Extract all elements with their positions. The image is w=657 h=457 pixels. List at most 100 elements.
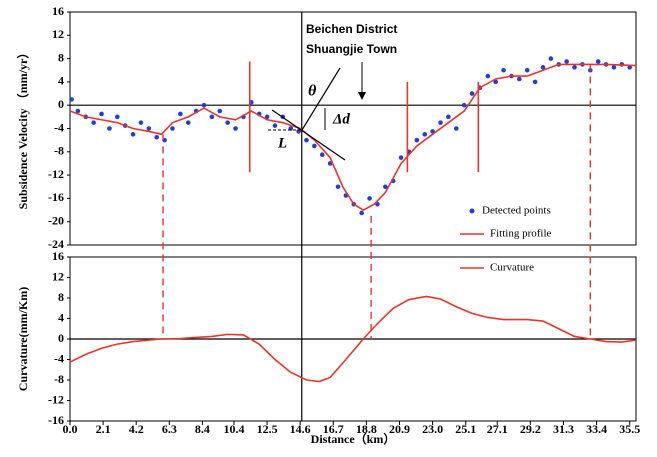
y-tick-label: 4 bbox=[58, 310, 64, 324]
detected-point bbox=[383, 184, 388, 190]
detected-point bbox=[367, 196, 372, 201]
detected-point bbox=[327, 161, 333, 166]
detected-point bbox=[312, 143, 317, 149]
x-tick-label: 6.3 bbox=[162, 422, 177, 436]
x-tick-label: 0.0 bbox=[63, 422, 78, 436]
y-tick-label: -16 bbox=[48, 413, 64, 427]
detected-point bbox=[146, 126, 152, 131]
detected-point bbox=[272, 123, 278, 128]
detected-point bbox=[493, 79, 498, 85]
detected-point bbox=[114, 114, 120, 120]
angle-arm bbox=[301, 67, 341, 131]
detected-point bbox=[359, 210, 364, 216]
slope-line bbox=[271, 109, 346, 161]
annotation: L bbox=[277, 135, 287, 151]
detected-point bbox=[335, 184, 341, 190]
x-tick-label: 8.4 bbox=[195, 422, 210, 436]
x-tick-label: 27.1 bbox=[487, 422, 508, 436]
detected-point bbox=[225, 120, 230, 125]
legend-marker bbox=[469, 208, 475, 214]
detected-point bbox=[209, 114, 215, 120]
detected-point bbox=[130, 132, 136, 137]
detected-point bbox=[178, 111, 183, 117]
x-tick-label: 18.8 bbox=[356, 422, 377, 436]
detected-point bbox=[485, 73, 491, 79]
detected-point bbox=[304, 137, 309, 143]
y-tick-label: -8 bbox=[54, 372, 64, 386]
detected-point bbox=[517, 76, 522, 82]
y-tick-label: 16 bbox=[52, 4, 64, 18]
x-tick-label: 23.0 bbox=[422, 422, 443, 436]
detected-point bbox=[398, 155, 404, 160]
detected-point bbox=[319, 152, 325, 158]
y-tick-label: 0 bbox=[58, 97, 64, 111]
x-tick-label: 35.5 bbox=[619, 422, 640, 436]
detected-point bbox=[185, 120, 191, 125]
y-tick-label: 8 bbox=[58, 50, 64, 64]
detected-point bbox=[69, 97, 74, 102]
detected-point bbox=[99, 111, 104, 117]
y-tick-label: -20 bbox=[48, 213, 64, 227]
y-axis-label: Subsidence Velocity （mm/yr） bbox=[15, 47, 30, 210]
detected-point bbox=[532, 79, 538, 85]
detected-point bbox=[91, 120, 96, 125]
x-tick-label: 29.2 bbox=[520, 422, 541, 436]
detected-point bbox=[138, 120, 144, 125]
legend-label: Detected points bbox=[482, 205, 551, 217]
y-tick-label: -12 bbox=[48, 167, 64, 181]
detected-point bbox=[154, 134, 160, 140]
curvature-line bbox=[69, 295, 637, 383]
detected-point bbox=[422, 132, 428, 137]
detected-point bbox=[540, 65, 546, 70]
detected-point bbox=[564, 59, 569, 64]
detected-point bbox=[572, 65, 577, 70]
annotation: Shuangjie Town bbox=[306, 42, 397, 56]
y-tick-label: -8 bbox=[54, 144, 64, 158]
y-tick-label: 4 bbox=[58, 74, 64, 88]
detected-point bbox=[233, 126, 238, 131]
y-tick-label: 0 bbox=[58, 331, 64, 345]
detected-point bbox=[170, 126, 175, 131]
x-tick-label: 31.3 bbox=[553, 422, 574, 436]
annotation: Δd bbox=[332, 111, 350, 127]
legend-label: Fitting profile bbox=[490, 228, 552, 240]
y-axis-label: Curvature(mm/Km) bbox=[16, 287, 30, 391]
detected-point bbox=[524, 67, 530, 73]
detected-point bbox=[264, 114, 270, 120]
detected-point bbox=[201, 102, 207, 108]
y-tick-label: -16 bbox=[48, 190, 64, 204]
y-tick-label: 8 bbox=[58, 290, 64, 304]
detected-point bbox=[501, 67, 506, 73]
y-tick-label: 12 bbox=[52, 27, 64, 41]
x-tick-label: 2.1 bbox=[96, 422, 111, 436]
detected-point bbox=[611, 65, 617, 70]
x-tick-label: 12.5 bbox=[257, 422, 278, 436]
detected-point bbox=[469, 91, 475, 96]
x-tick-label: 33.4 bbox=[586, 422, 607, 436]
detected-point bbox=[75, 108, 81, 114]
x-tick-label: 25.1 bbox=[455, 422, 476, 436]
legend-label: Curvature bbox=[490, 262, 534, 274]
detected-point bbox=[107, 126, 112, 131]
detected-point bbox=[595, 59, 601, 64]
x-tick-label: 14.6 bbox=[290, 422, 311, 436]
y-tick-label: 16 bbox=[52, 249, 64, 263]
detected-point bbox=[217, 108, 223, 114]
annotation: Beichen District bbox=[306, 22, 397, 36]
y-tick-label: -24 bbox=[48, 237, 64, 251]
annotation: θ bbox=[308, 83, 317, 100]
x-tick-label: 16.7 bbox=[323, 422, 344, 436]
y-tick-label: 12 bbox=[52, 269, 64, 283]
detected-point bbox=[453, 126, 459, 131]
detected-point bbox=[548, 56, 554, 61]
detected-point bbox=[414, 137, 420, 143]
plot-layer: 1612840-4-8-12-16-20-241612840-4-8-12-16… bbox=[48, 4, 640, 436]
x-tick-label: 10.4 bbox=[223, 422, 244, 436]
detected-point bbox=[461, 102, 467, 108]
detected-point bbox=[438, 120, 443, 125]
x-tick-label: 20.9 bbox=[389, 422, 410, 436]
y-tick-label: -4 bbox=[54, 351, 64, 365]
detected-point bbox=[446, 114, 451, 120]
fitting-profile bbox=[69, 63, 637, 211]
